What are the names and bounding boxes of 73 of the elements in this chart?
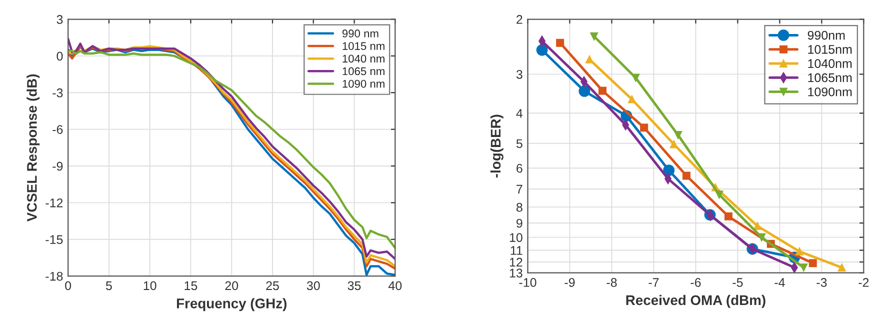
y-tick-label: 2: [516, 15, 522, 24]
point: [632, 74, 640, 82]
y-axis-title: VCSEL Response (dB): [26, 74, 40, 222]
legend-label: 1065nm: [808, 73, 852, 82]
y-tick-label: 3: [516, 70, 522, 79]
x-tick-label: -10: [519, 278, 536, 287]
x-tick-label: -7: [648, 278, 659, 287]
y-tick-label: 6: [516, 164, 522, 173]
point: [674, 131, 682, 140]
y-tick-label: -9: [52, 162, 63, 171]
y-tick-label: -6: [52, 125, 63, 134]
y-axis-title: -log(BER): [490, 114, 504, 178]
point: [536, 44, 548, 56]
point: [838, 264, 846, 272]
x-tick-label: -6: [690, 278, 701, 287]
y-tick-label: -18: [46, 272, 63, 281]
point: [795, 247, 804, 256]
point: [800, 264, 808, 272]
legend-label: 990 nm: [342, 30, 378, 38]
legend-label: 1015 nm: [342, 42, 384, 50]
legend-label: 990nm: [808, 30, 845, 40]
x-tick-label: -5: [732, 278, 743, 287]
point: [663, 164, 675, 176]
legend-label: 1090 nm: [342, 80, 384, 88]
x-tick-label: 5: [106, 281, 112, 290]
x-tick-label: -9: [564, 278, 575, 287]
y-tick-label: 12: [510, 258, 522, 267]
x-tick-label: -4: [774, 278, 785, 287]
point: [640, 124, 648, 132]
y-tick-label: 0: [56, 52, 63, 61]
x-tick-label: 35: [348, 281, 361, 290]
point: [724, 212, 732, 220]
point: [758, 233, 766, 242]
point: [753, 222, 762, 230]
point: [556, 38, 564, 47]
x-axis-title: Frequency (GHz): [176, 298, 286, 312]
point: [670, 140, 678, 148]
y-tick-label: 3: [56, 15, 63, 24]
x-tick-label: 30: [306, 281, 320, 290]
x-axis-title: Received OMA (dBm): [626, 294, 766, 308]
y-tick-label: 9: [516, 218, 522, 228]
y-tick-label: 8: [516, 202, 522, 212]
point: [808, 259, 817, 268]
x-tick-label: 10: [144, 281, 156, 290]
x-tick-label: -8: [606, 278, 617, 287]
x-tick-label: 40: [388, 281, 402, 290]
y-tick-label: 13: [510, 268, 522, 278]
x-tick-label: -3: [816, 278, 827, 287]
legend-label: 1065 nm: [342, 67, 384, 76]
y-tick-label: 4: [516, 109, 523, 118]
point: [585, 55, 594, 64]
legend-label: 1040nm: [808, 59, 852, 68]
x-tick-label: 25: [266, 281, 279, 290]
point: [715, 190, 724, 199]
y-tick-label: 5: [516, 139, 522, 148]
x-tick-label: -2: [858, 278, 869, 287]
point: [598, 86, 606, 95]
x-tick-label: 15: [184, 281, 198, 290]
point: [590, 32, 598, 40]
x-tick-label: 20: [225, 281, 238, 290]
legend-label: 1040 nm: [342, 54, 384, 63]
y-tick-label: -3: [52, 88, 63, 98]
x-tick-label: 0: [65, 281, 72, 290]
point: [578, 85, 590, 97]
y-tick-label: 11: [510, 246, 522, 255]
point: [628, 95, 636, 104]
point: [682, 172, 690, 180]
legend-label: 1090nm: [808, 87, 852, 96]
y-tick-label: -15: [46, 235, 63, 244]
legend-label: 1015nm: [808, 44, 852, 54]
y-tick-label: -12: [46, 198, 63, 208]
y-tick-label: 7: [516, 184, 522, 194]
y-tick-label: 10: [510, 233, 522, 242]
